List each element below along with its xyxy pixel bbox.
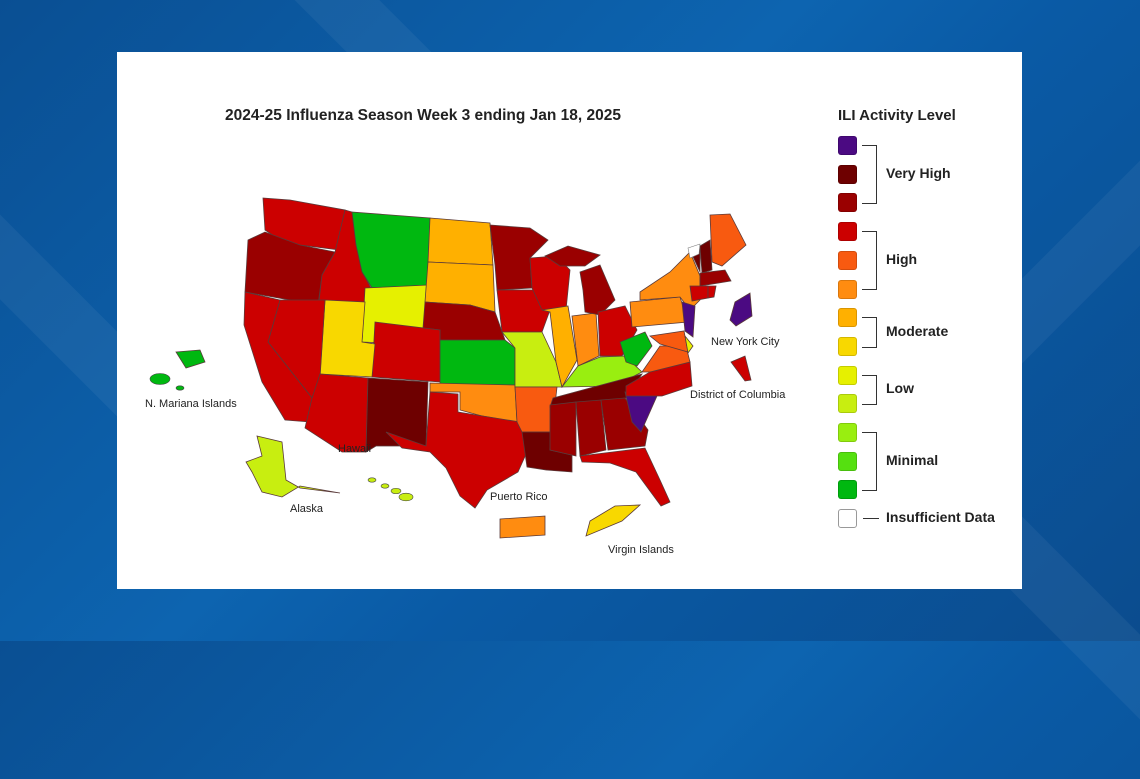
legend-swatch xyxy=(838,136,857,155)
label-pr: Puerto Rico xyxy=(490,491,548,503)
legend-swatch xyxy=(838,336,857,356)
region-nd[interactable] xyxy=(427,217,494,266)
region-dc[interactable] xyxy=(730,355,752,382)
region-al[interactable] xyxy=(575,399,607,457)
legend-bracket xyxy=(862,374,877,406)
region-nj[interactable] xyxy=(681,301,696,338)
region-insufficient xyxy=(687,243,701,259)
legend-group-label: High xyxy=(886,250,918,267)
legend-title: ILI Activity Level xyxy=(838,107,956,124)
legend-swatch xyxy=(838,279,857,299)
region-mi[interactable] xyxy=(579,264,616,316)
legend-swatch xyxy=(838,308,857,328)
map-panel: 2024-25 Influenza Season Week 3 ending J… xyxy=(117,52,1022,589)
region-va[interactable] xyxy=(641,345,691,373)
us-map xyxy=(149,197,753,539)
region-nh[interactable] xyxy=(699,239,713,274)
region-hi[interactable] xyxy=(398,492,414,502)
region-wv[interactable] xyxy=(619,331,653,367)
label-nyc: New York City xyxy=(711,336,780,348)
legend-swatch xyxy=(838,222,857,242)
legend-insufficient-label: Insufficient Data xyxy=(886,509,995,526)
legend-swatch xyxy=(838,193,857,213)
region-pa[interactable] xyxy=(629,296,689,328)
region-me[interactable] xyxy=(709,213,747,267)
legend-dash xyxy=(863,518,879,520)
region-nmi[interactable] xyxy=(149,373,171,385)
legend-bracket xyxy=(862,317,877,348)
label-dc: District of Columbia xyxy=(690,389,786,401)
region-ri[interactable] xyxy=(707,285,717,299)
region-ny[interactable] xyxy=(639,251,701,311)
region-nmi[interactable] xyxy=(175,349,206,369)
legend-bracket xyxy=(862,231,877,291)
region-ks[interactable] xyxy=(439,339,516,386)
region-ma[interactable] xyxy=(699,269,732,287)
legend-swatch xyxy=(838,451,857,471)
region-fl[interactable] xyxy=(579,447,671,507)
legend-swatch xyxy=(838,480,857,500)
legend-swatch xyxy=(838,423,857,442)
legend-group-label: Low xyxy=(886,379,914,396)
label-hawaii: Hawaii xyxy=(338,443,372,455)
legend-bracket xyxy=(862,432,877,492)
region-ga[interactable] xyxy=(600,397,649,451)
label-alaska: Alaska xyxy=(290,503,324,515)
legend-swatch xyxy=(838,509,857,529)
legend-swatch xyxy=(838,365,857,385)
region-ms[interactable] xyxy=(549,401,577,457)
label-vi: Virgin Islands xyxy=(608,544,674,556)
label-nmi: N. Mariana Islands xyxy=(145,398,237,410)
region-ct[interactable] xyxy=(689,285,709,302)
region-hi[interactable] xyxy=(367,477,377,483)
map-title: 2024-25 Influenza Season Week 3 ending J… xyxy=(225,107,622,124)
legend-group-label: Minimal xyxy=(886,451,939,468)
region-pr[interactable] xyxy=(499,515,546,539)
legend-swatch xyxy=(838,164,857,184)
legend-swatch xyxy=(838,394,857,414)
legend-group-label: Moderate xyxy=(886,322,949,339)
region-nmi[interactable] xyxy=(175,385,185,391)
legend-swatch xyxy=(838,250,857,270)
region-tx[interactable] xyxy=(385,391,528,509)
region-de[interactable] xyxy=(684,335,694,355)
region-vi[interactable] xyxy=(585,504,642,537)
region-ak[interactable] xyxy=(245,435,341,498)
legend-group-label: Very High xyxy=(886,164,951,181)
region-co[interactable] xyxy=(371,321,441,383)
region-mi[interactable] xyxy=(544,245,601,267)
region-nyc[interactable] xyxy=(729,292,753,327)
region-hi[interactable] xyxy=(390,487,402,495)
legend-bracket xyxy=(862,145,877,205)
region-wa[interactable] xyxy=(262,197,346,251)
region-in[interactable] xyxy=(571,312,600,367)
region-hi[interactable] xyxy=(380,483,390,489)
